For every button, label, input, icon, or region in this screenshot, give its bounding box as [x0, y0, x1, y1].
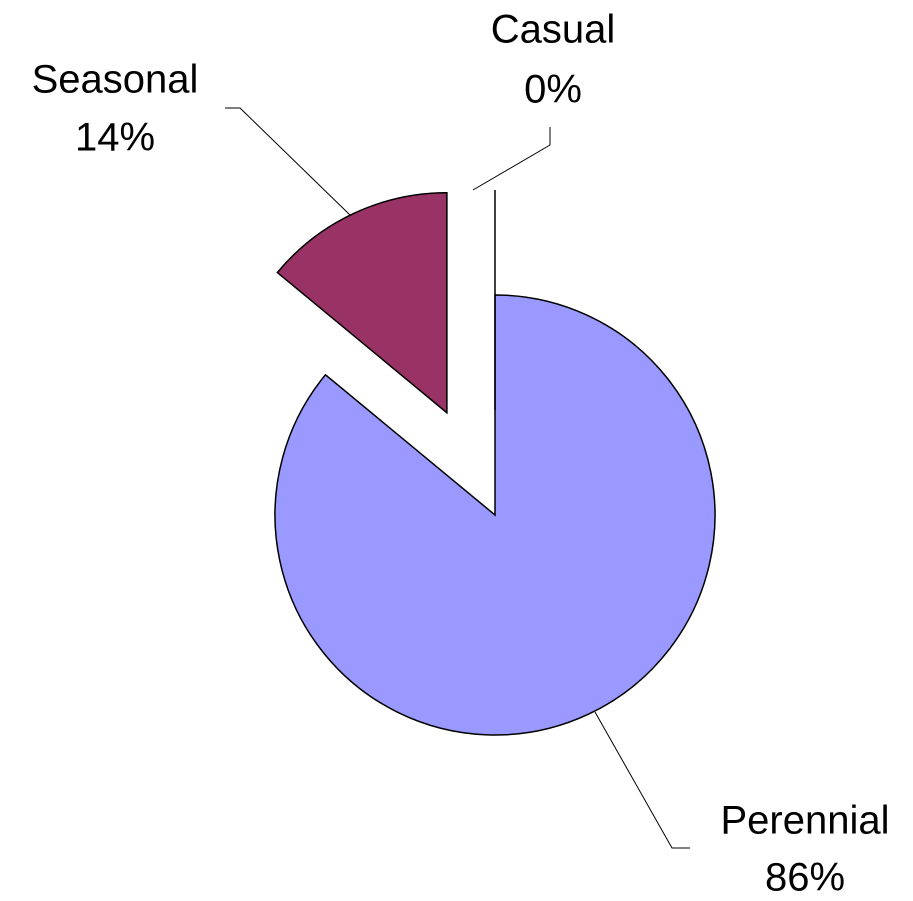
slice-label: Perennial	[720, 799, 889, 843]
slice-label: Seasonal	[32, 58, 199, 102]
leader-line	[594, 711, 690, 849]
slice-value-label: 0%	[524, 68, 582, 112]
pie-slice	[276, 192, 448, 415]
slice-value-label: 14%	[75, 116, 155, 160]
leader-line	[472, 127, 551, 191]
leader-line	[225, 107, 351, 216]
slice-value-label: 86%	[765, 856, 845, 900]
pie-slice	[274, 294, 716, 736]
slice-label: Casual	[491, 8, 616, 52]
